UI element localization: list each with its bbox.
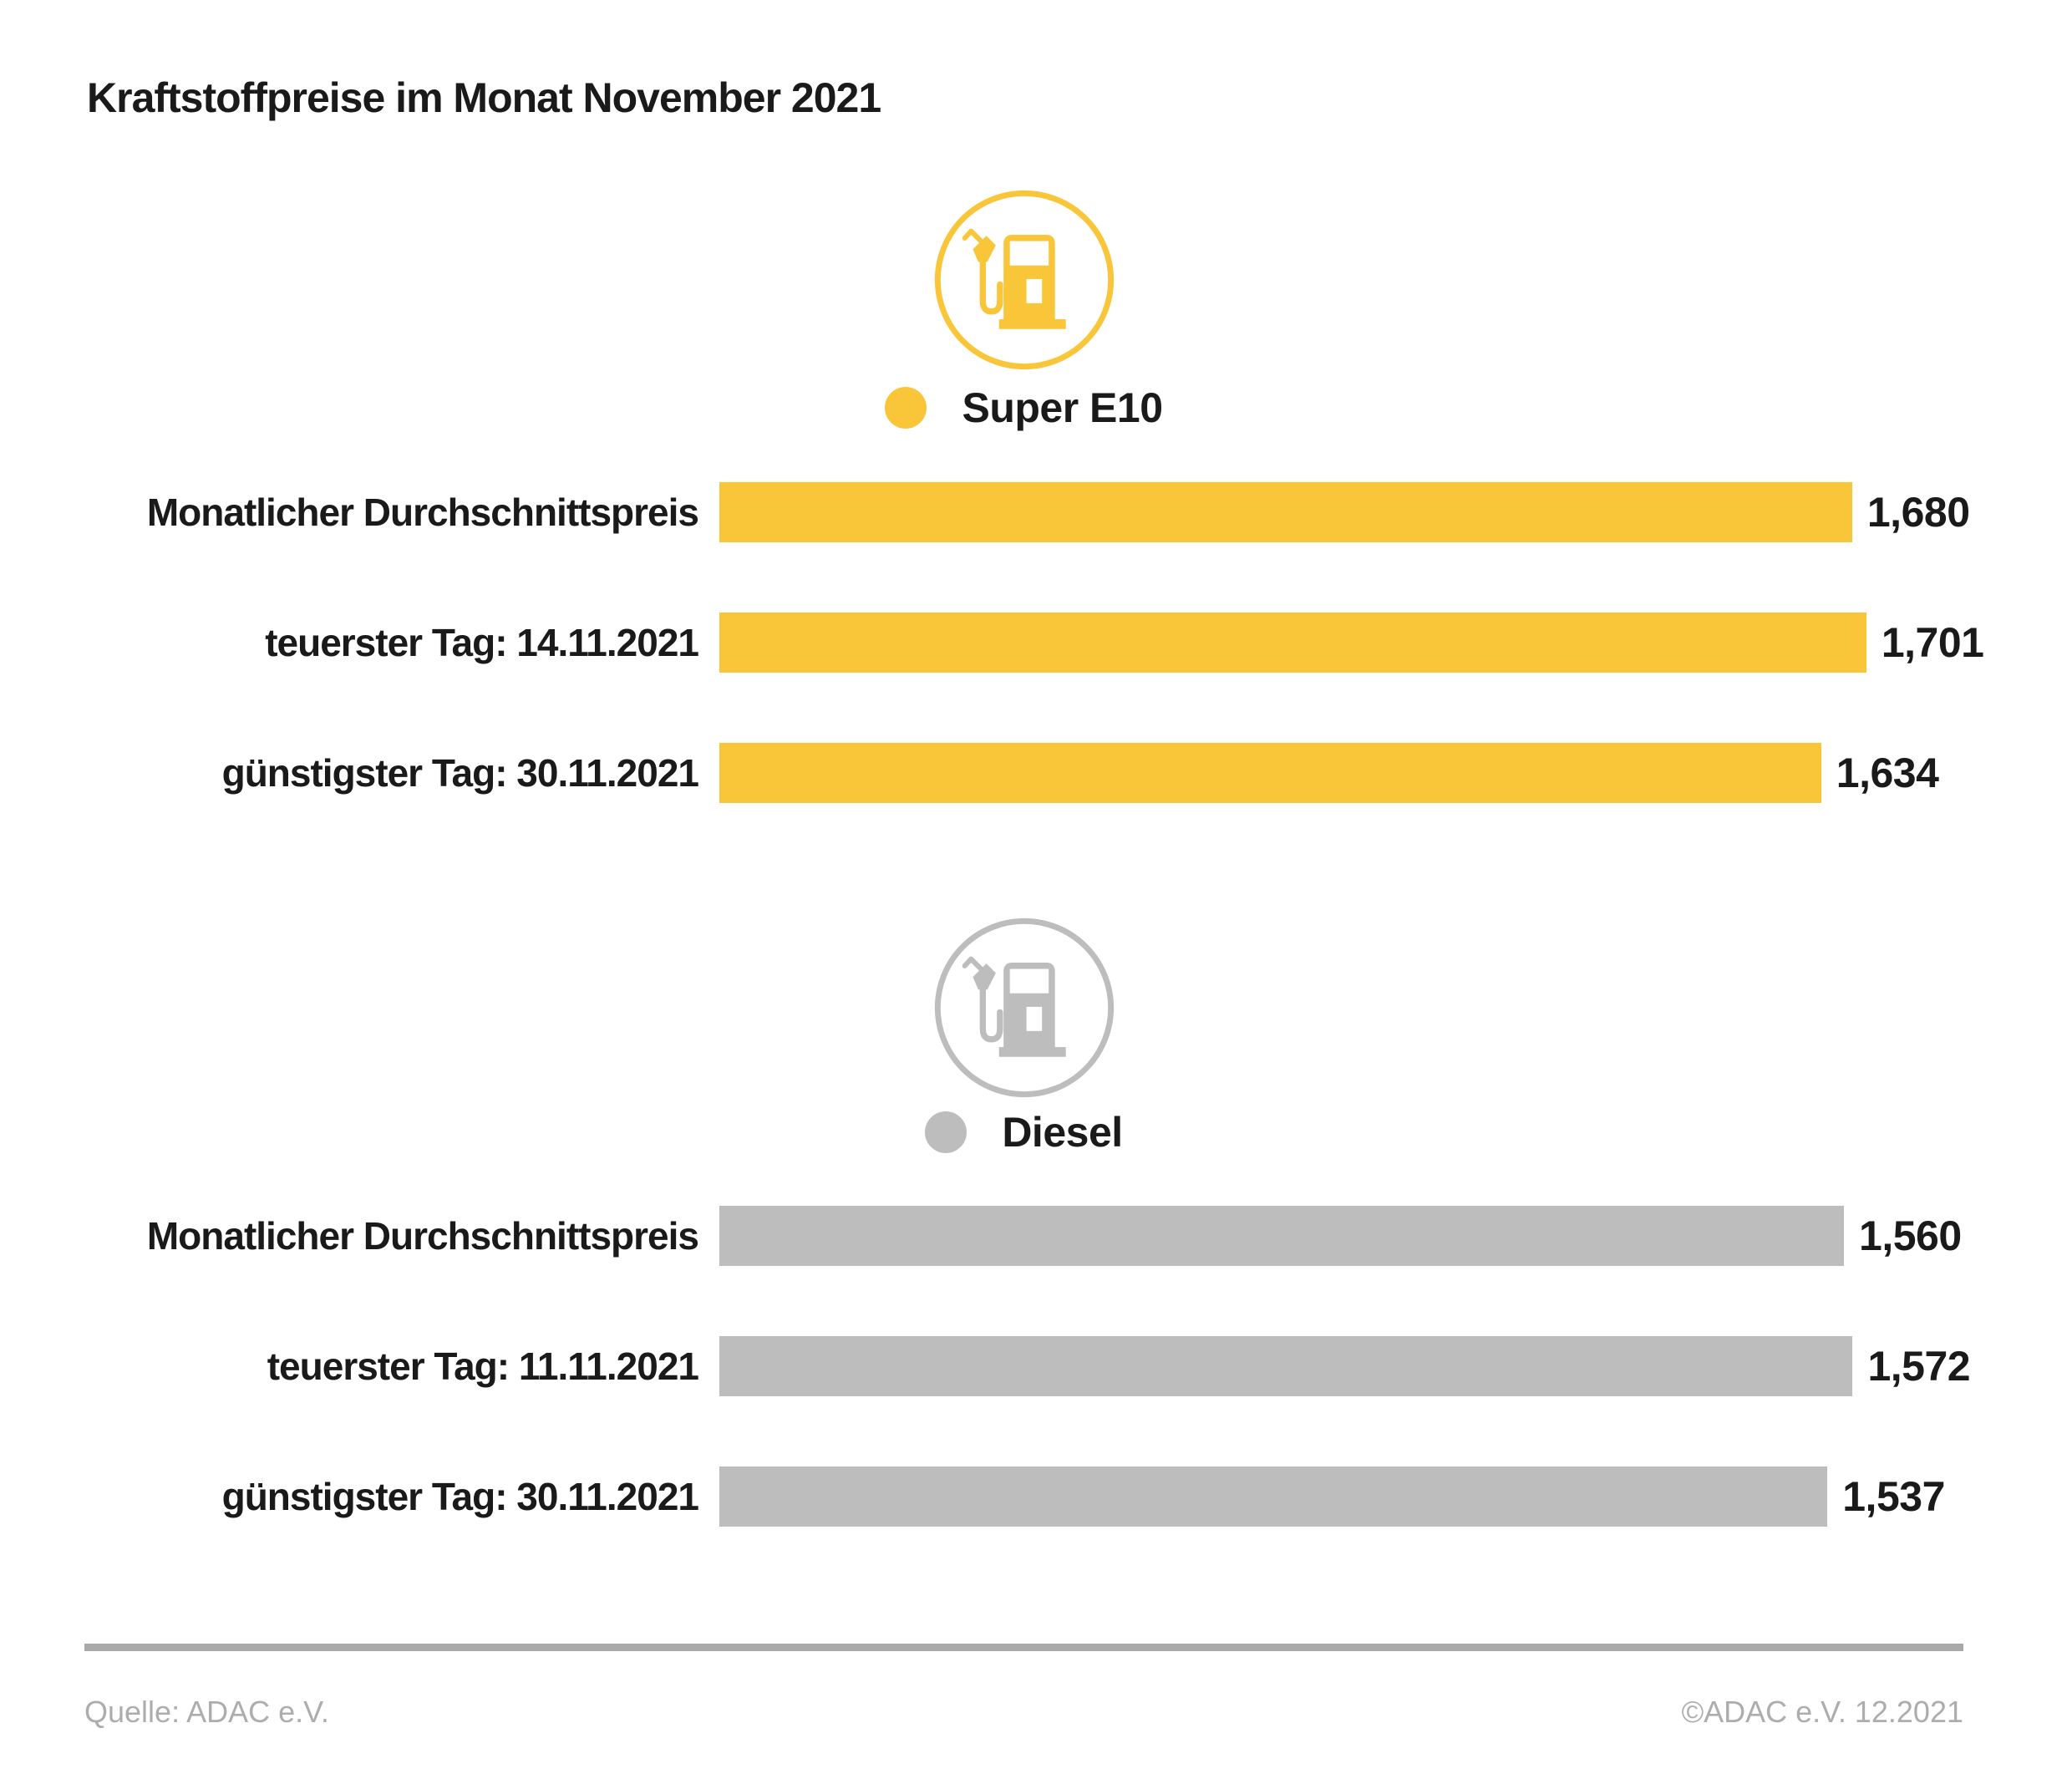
- bar-diesel-avg: [719, 1206, 1845, 1266]
- bar-value: 1,634: [1836, 750, 1939, 796]
- bar-row: günstigster Tag: 30.11.2021 1,537: [84, 1466, 1963, 1527]
- legend-super-e10: Super E10: [84, 384, 1963, 432]
- bar-value: 1,572: [1867, 1343, 1971, 1390]
- source-note: Quelle: ADAC e.V.: [84, 1695, 329, 1729]
- bar-row: Monatlicher Durchschnittspreis 1,680: [84, 482, 1970, 542]
- row-label: günstigster Tag: 30.11.2021: [221, 1475, 699, 1518]
- row-label: teuerster Tag: 11.11.2021: [267, 1344, 699, 1388]
- copyright-note: ©ADAC e.V. 12.2021: [1681, 1695, 1963, 1729]
- bar-rows-diesel: Monatlicher Durchschnittspreis 1,560 teu…: [84, 1206, 1971, 1527]
- bar-row: günstigster Tag: 30.11.2021 1,634: [84, 743, 1963, 803]
- row-label: günstigster Tag: 30.11.2021: [221, 751, 699, 795]
- bar-row: Monatlicher Durchschnittspreis 1,560: [84, 1206, 1963, 1266]
- footer-divider: [84, 1644, 1963, 1651]
- legend-diesel: Diesel: [84, 1108, 1963, 1156]
- row-label: Monatlicher Durchschnittspreis: [146, 490, 699, 534]
- bar-area: 1,634: [719, 743, 1963, 803]
- bar-diesel-max-day: [719, 1336, 1853, 1396]
- bar-super-max-day: [719, 612, 1866, 673]
- bar-area: 1,560: [719, 1206, 1963, 1266]
- bar-area: 1,701: [719, 612, 1984, 673]
- page-title: Kraftstoffpreise im Monat November 2021: [87, 74, 881, 121]
- bar-value: 1,537: [1842, 1473, 1945, 1520]
- footer: Quelle: ADAC e.V. ©ADAC e.V. 12.2021: [84, 1695, 1963, 1730]
- row-label: teuerster Tag: 14.11.2021: [265, 621, 699, 664]
- bar-super-avg: [719, 482, 1852, 542]
- row-label: Monatlicher Durchschnittspreis: [146, 1214, 699, 1258]
- bar-area: 1,572: [719, 1336, 1971, 1396]
- bar-super-min-day: [719, 743, 1821, 803]
- bar-value: 1,701: [1881, 619, 1984, 666]
- legend-label: Diesel: [1002, 1109, 1123, 1156]
- fuel-pump-icon: [934, 917, 1115, 1098]
- bar-value: 1,560: [1859, 1212, 1962, 1259]
- fuel-pump-icon: [934, 190, 1115, 370]
- bar-area: 1,537: [719, 1466, 1963, 1527]
- section-diesel: Diesel Monatlicher Durchschnittspreis 1,…: [84, 917, 1971, 1527]
- bar-row: teuerster Tag: 11.11.2021 1,572: [84, 1336, 1971, 1396]
- bar-rows-super-e10: Monatlicher Durchschnittspreis 1,680 teu…: [84, 482, 1984, 803]
- bar-area: 1,680: [719, 482, 1970, 542]
- legend-label: Super E10: [962, 384, 1163, 431]
- section-super-e10: Super E10 Monatlicher Durchschnittspreis…: [84, 190, 1984, 803]
- bar-diesel-min-day: [719, 1466, 1828, 1527]
- legend-dot-diesel: [925, 1111, 967, 1153]
- bar-row: teuerster Tag: 14.11.2021 1,701: [84, 612, 1984, 673]
- legend-dot-super-e10: [885, 387, 927, 429]
- bar-value: 1,680: [1866, 489, 1970, 536]
